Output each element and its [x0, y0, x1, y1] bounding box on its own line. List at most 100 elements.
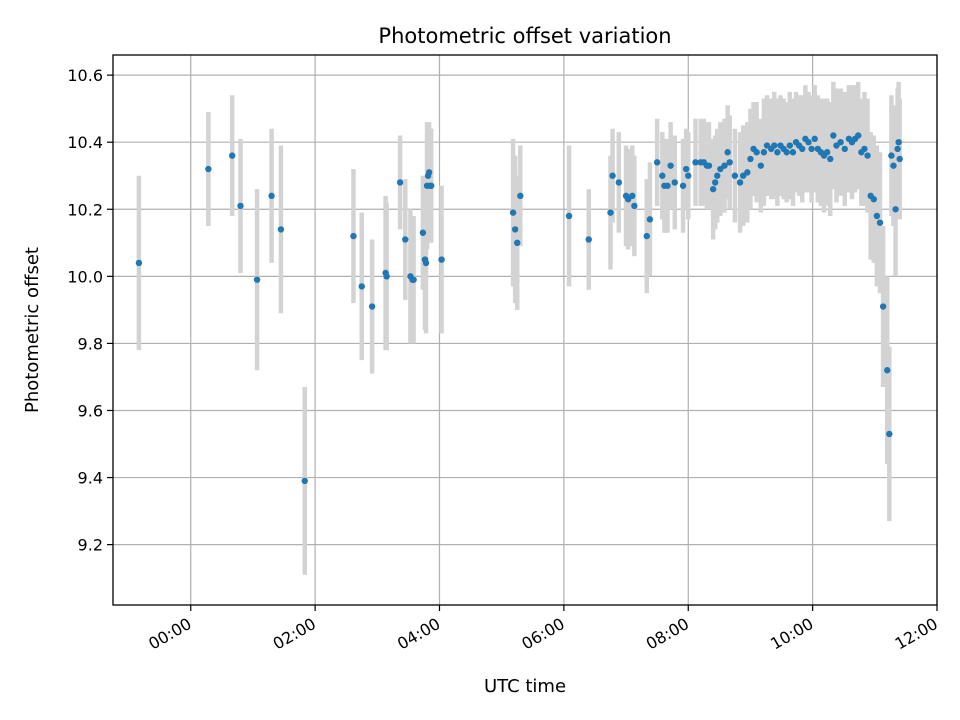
y-tick-label: 9.6 — [78, 401, 103, 420]
data-point — [744, 169, 751, 176]
data-point — [514, 239, 521, 247]
chart-title: Photometric offset variation — [378, 24, 671, 48]
data-point — [438, 256, 445, 263]
data-point — [425, 169, 433, 176]
data-point — [301, 477, 308, 485]
data-point — [808, 145, 815, 153]
data-point — [358, 283, 365, 290]
y-tick-label: 9.8 — [78, 334, 103, 353]
data-point — [736, 179, 744, 186]
data-point — [714, 172, 721, 179]
data-point — [511, 226, 519, 233]
data-point — [805, 138, 812, 146]
data-point — [789, 149, 797, 156]
data-point — [509, 209, 517, 216]
data-point — [747, 155, 754, 163]
data-point — [726, 159, 733, 166]
data-point — [830, 132, 837, 139]
data-point — [837, 138, 844, 146]
data-point — [565, 212, 573, 220]
data-point — [396, 179, 404, 186]
y-axis-ticks: 9.2 9.4 9.6 9.8 10.0 10.2 10.4 10.6 — [67, 66, 113, 555]
data-point — [884, 367, 891, 374]
data-point — [228, 152, 236, 159]
data-point — [410, 276, 417, 283]
y-tick-label: 10.6 — [67, 66, 103, 85]
data-point — [205, 165, 212, 173]
data-point — [855, 132, 862, 139]
data-point — [892, 206, 899, 213]
data-point — [873, 212, 881, 220]
x-tick-label: 02:00 — [270, 614, 319, 654]
y-tick-label: 10.0 — [67, 267, 103, 286]
data-point — [585, 236, 592, 243]
x-tick-label: 06:00 — [518, 614, 567, 654]
data-point — [427, 182, 435, 189]
data-point — [888, 152, 895, 159]
data-point — [811, 135, 818, 143]
data-point — [724, 149, 731, 156]
data-point — [237, 202, 244, 210]
data-point — [679, 182, 687, 189]
x-tick-label: 00:00 — [145, 614, 194, 654]
x-tick-label: 04:00 — [394, 614, 443, 654]
data-point — [731, 172, 739, 179]
data-point — [350, 232, 357, 240]
plot-frame — [112, 54, 938, 606]
errorbar-layer — [136, 81, 902, 575]
data-point — [368, 303, 376, 310]
data-point — [671, 179, 678, 186]
x-tick-label: 12:00 — [892, 614, 941, 654]
data-point — [615, 179, 623, 186]
data-point — [799, 145, 806, 153]
data-point — [786, 142, 794, 149]
data-point — [774, 149, 781, 156]
y-tick-label: 9.4 — [78, 469, 103, 488]
point-layer — [135, 132, 903, 485]
data-point — [841, 145, 848, 153]
data-point — [879, 303, 887, 310]
data-point — [870, 196, 877, 203]
data-point — [760, 149, 768, 156]
data-point — [692, 159, 699, 166]
data-point — [827, 155, 834, 163]
data-point — [757, 162, 764, 169]
data-point — [890, 162, 897, 169]
data-point — [629, 192, 636, 200]
data-point — [653, 159, 661, 166]
data-point — [876, 219, 884, 226]
data-point — [886, 430, 893, 438]
data-point — [682, 165, 690, 173]
data-point — [517, 192, 524, 200]
y-tick-label: 10.4 — [67, 133, 103, 152]
data-point — [646, 216, 654, 223]
data-point — [607, 209, 614, 216]
x-axis-ticks: 00:00 02:00 04:00 06:00 08:00 10:00 12:00 — [145, 605, 941, 654]
data-point — [253, 276, 261, 283]
x-tick-label: 08:00 — [643, 614, 692, 654]
data-point — [711, 179, 719, 186]
data-point — [721, 162, 728, 169]
data-point — [402, 236, 409, 243]
data-point — [664, 182, 671, 189]
data-point — [419, 229, 427, 236]
data-point — [861, 145, 868, 153]
data-point — [667, 162, 674, 169]
data-point — [659, 172, 666, 179]
data-point — [896, 155, 903, 163]
data-point — [895, 138, 902, 146]
x-tick-label: 10:00 — [767, 614, 816, 654]
data-point — [753, 149, 760, 156]
data-point — [685, 172, 692, 179]
data-point — [705, 162, 713, 169]
data-point — [643, 232, 650, 240]
data-point — [277, 226, 285, 233]
y-tick-label: 10.2 — [67, 200, 103, 219]
data-point — [894, 145, 901, 153]
y-axis-label: Photometric offset — [22, 247, 43, 413]
data-point — [383, 273, 390, 280]
data-point — [135, 259, 143, 267]
y-tick-label: 9.2 — [78, 536, 103, 555]
